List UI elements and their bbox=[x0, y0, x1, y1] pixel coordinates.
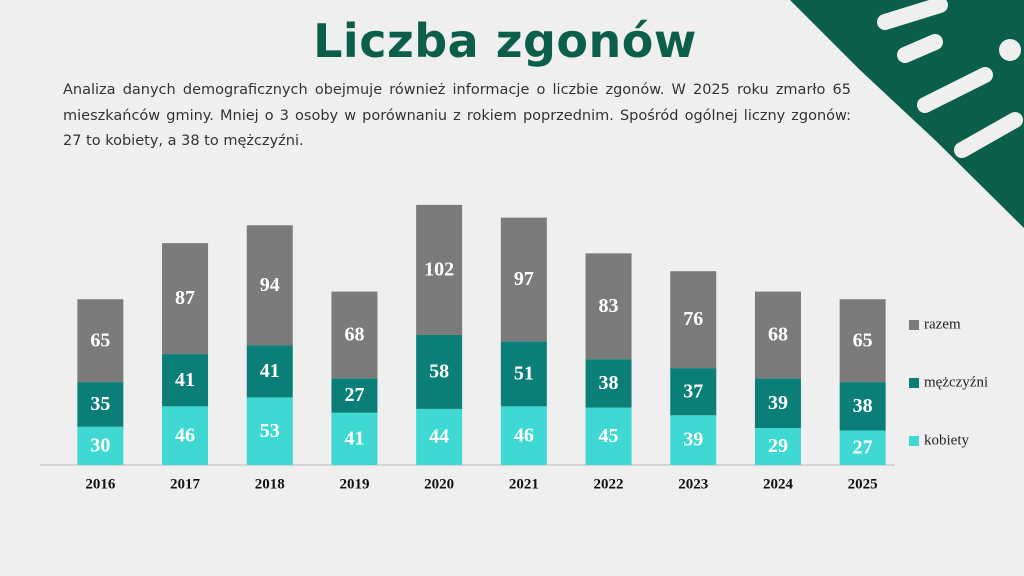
data-label: 39 bbox=[683, 429, 703, 451]
data-label: 68 bbox=[344, 324, 364, 346]
data-label: 38 bbox=[599, 372, 619, 394]
data-label: 27 bbox=[344, 384, 364, 406]
x-tick-label: 2016 bbox=[85, 476, 116, 492]
bar-segment bbox=[585, 359, 632, 408]
data-label: 46 bbox=[175, 424, 195, 446]
data-label: 65 bbox=[853, 329, 873, 351]
data-label: 102 bbox=[424, 259, 454, 281]
title: Liczba zgonów bbox=[313, 14, 697, 68]
bar-segment bbox=[162, 406, 209, 465]
data-label: 29 bbox=[768, 435, 788, 457]
bar-segment bbox=[416, 204, 463, 335]
bar-segment bbox=[416, 334, 463, 409]
legend-swatch bbox=[909, 320, 919, 330]
bar-segment bbox=[77, 426, 124, 465]
data-label: 41 bbox=[260, 360, 280, 382]
bar-segment bbox=[670, 271, 717, 369]
data-label: 58 bbox=[429, 361, 449, 383]
data-label: 45 bbox=[599, 425, 619, 447]
bar-segment bbox=[585, 407, 632, 465]
description: Analiza danych demograficznych obejmuje … bbox=[63, 82, 851, 149]
bar-segment bbox=[331, 412, 378, 465]
data-label: 41 bbox=[175, 369, 195, 391]
x-tick-label: 2022 bbox=[594, 476, 624, 492]
bar-segment bbox=[839, 299, 886, 383]
data-label: 94 bbox=[260, 274, 280, 296]
data-label: 87 bbox=[175, 287, 195, 309]
x-tick-label: 2023 bbox=[678, 476, 708, 492]
legend-label: razem bbox=[924, 316, 961, 332]
data-label: 97 bbox=[514, 268, 534, 290]
bar-segment bbox=[416, 408, 463, 465]
stripe bbox=[954, 112, 1023, 158]
data-label: 39 bbox=[768, 392, 788, 414]
bar-segment bbox=[839, 382, 886, 431]
x-tick-label: 2025 bbox=[848, 476, 878, 492]
legend-swatch bbox=[909, 436, 919, 446]
data-label: 53 bbox=[260, 420, 280, 442]
x-tick-label: 2019 bbox=[339, 476, 369, 492]
bar-segment bbox=[246, 397, 293, 465]
data-label: 27 bbox=[853, 436, 873, 458]
data-label: 37 bbox=[683, 380, 703, 402]
x-tick-label: 2020 bbox=[424, 476, 454, 492]
bar-segment bbox=[331, 291, 378, 379]
data-label: 65 bbox=[90, 329, 110, 351]
bar-segment bbox=[246, 345, 293, 398]
legend-label: kobiety bbox=[924, 432, 969, 448]
bar-segment bbox=[754, 378, 801, 429]
bar-segment bbox=[754, 291, 801, 379]
data-label: 38 bbox=[853, 395, 873, 417]
bar-segment bbox=[670, 415, 717, 465]
x-tick-label: 2017 bbox=[170, 476, 201, 492]
bar-segment bbox=[500, 341, 547, 407]
bar-segment bbox=[246, 225, 293, 346]
bar-segment bbox=[754, 428, 801, 465]
bar-segment bbox=[839, 430, 886, 465]
bar-segment bbox=[77, 299, 124, 383]
data-label: 68 bbox=[768, 324, 788, 346]
dot bbox=[999, 39, 1021, 61]
bar-segment bbox=[162, 354, 209, 407]
data-label: 41 bbox=[344, 427, 364, 449]
legend-label: mężczyźni bbox=[924, 374, 988, 390]
data-label: 83 bbox=[599, 295, 619, 317]
data-label: 76 bbox=[683, 308, 703, 330]
corner-shape bbox=[790, 0, 1024, 228]
data-label: 44 bbox=[429, 426, 449, 448]
stripe bbox=[897, 34, 943, 63]
legend-swatch bbox=[909, 378, 919, 388]
bar-segment bbox=[500, 406, 547, 465]
bar-segment bbox=[77, 382, 124, 427]
bar-segment bbox=[162, 243, 209, 355]
bar-segment bbox=[585, 253, 632, 360]
stripe bbox=[917, 67, 993, 113]
stripe bbox=[877, 0, 948, 30]
bar-segment bbox=[331, 378, 378, 413]
data-label: 51 bbox=[514, 362, 534, 384]
data-label: 46 bbox=[514, 424, 534, 446]
x-tick-label: 2018 bbox=[255, 476, 285, 492]
x-tick-label: 2021 bbox=[509, 476, 539, 492]
x-tick-label: 2024 bbox=[763, 476, 794, 492]
bar-segment bbox=[500, 217, 547, 342]
data-label: 30 bbox=[90, 434, 110, 456]
data-label: 35 bbox=[90, 393, 110, 415]
bar-segment bbox=[670, 368, 717, 416]
